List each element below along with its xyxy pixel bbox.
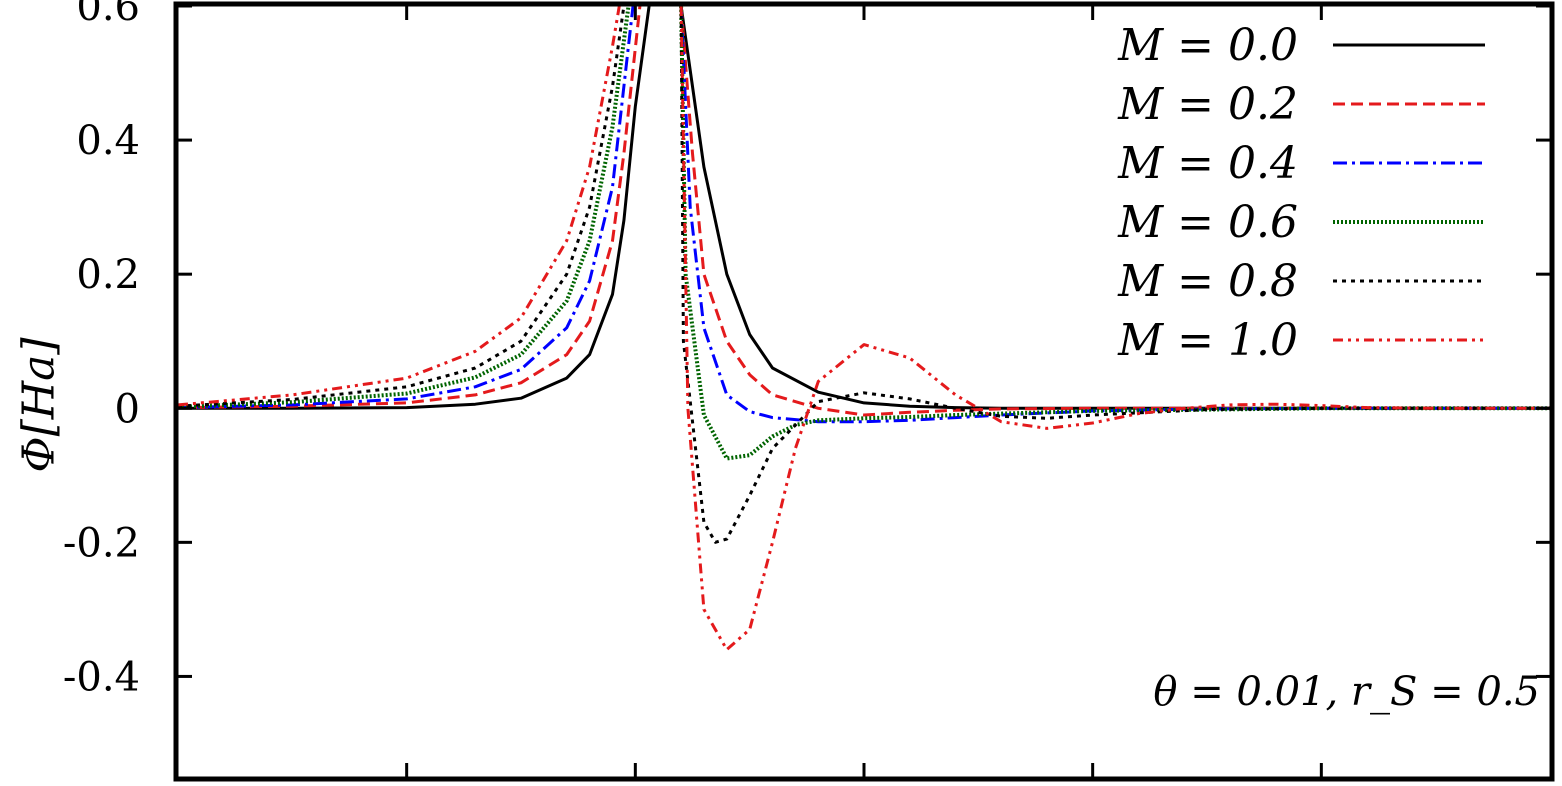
series-line-1: [178, 6, 1550, 417]
y-tick-label-1: 0.4: [76, 118, 140, 164]
axes: [173, 1, 1555, 782]
legend-label-0: M = 0.0: [1117, 20, 1298, 71]
parameter-annotation: θ = 0.01, r_S = 0.5: [1153, 669, 1540, 715]
plot-frame: [173, 1, 1555, 782]
series-layer: [178, 6, 1550, 652]
legend-label-3: M = 0.6: [1117, 197, 1298, 248]
series-line-3: [178, 6, 1550, 461]
series-line-2: [178, 6, 1550, 424]
y-tick-label-3: 0: [115, 386, 140, 432]
legend-label-4: M = 0.8: [1117, 256, 1298, 307]
y-tick-label-4: -0.2: [63, 520, 140, 566]
series-line-0: [178, 6, 1550, 410]
y-tick-label-2: 0.2: [76, 252, 140, 298]
legend-label-1: M = 0.2: [1117, 79, 1298, 130]
y-axis-label: Φ[Ha]: [14, 337, 65, 473]
series-line-4: [178, 6, 1550, 544]
y-tick-label-0: 0.6: [76, 0, 140, 30]
ticks: 0.6 0.4 0.2 0 -0.2 -0.4: [63, 0, 1550, 777]
legend-label-5: M = 1.0: [1117, 315, 1298, 366]
y-tick-label-5: -0.4: [63, 654, 140, 700]
legend-label-2: M = 0.4: [1117, 138, 1298, 189]
legend: M = 0.0 M = 0.2 M = 0.4 M = 0.6 M = 0.8 M = 1…: [1117, 20, 1485, 366]
